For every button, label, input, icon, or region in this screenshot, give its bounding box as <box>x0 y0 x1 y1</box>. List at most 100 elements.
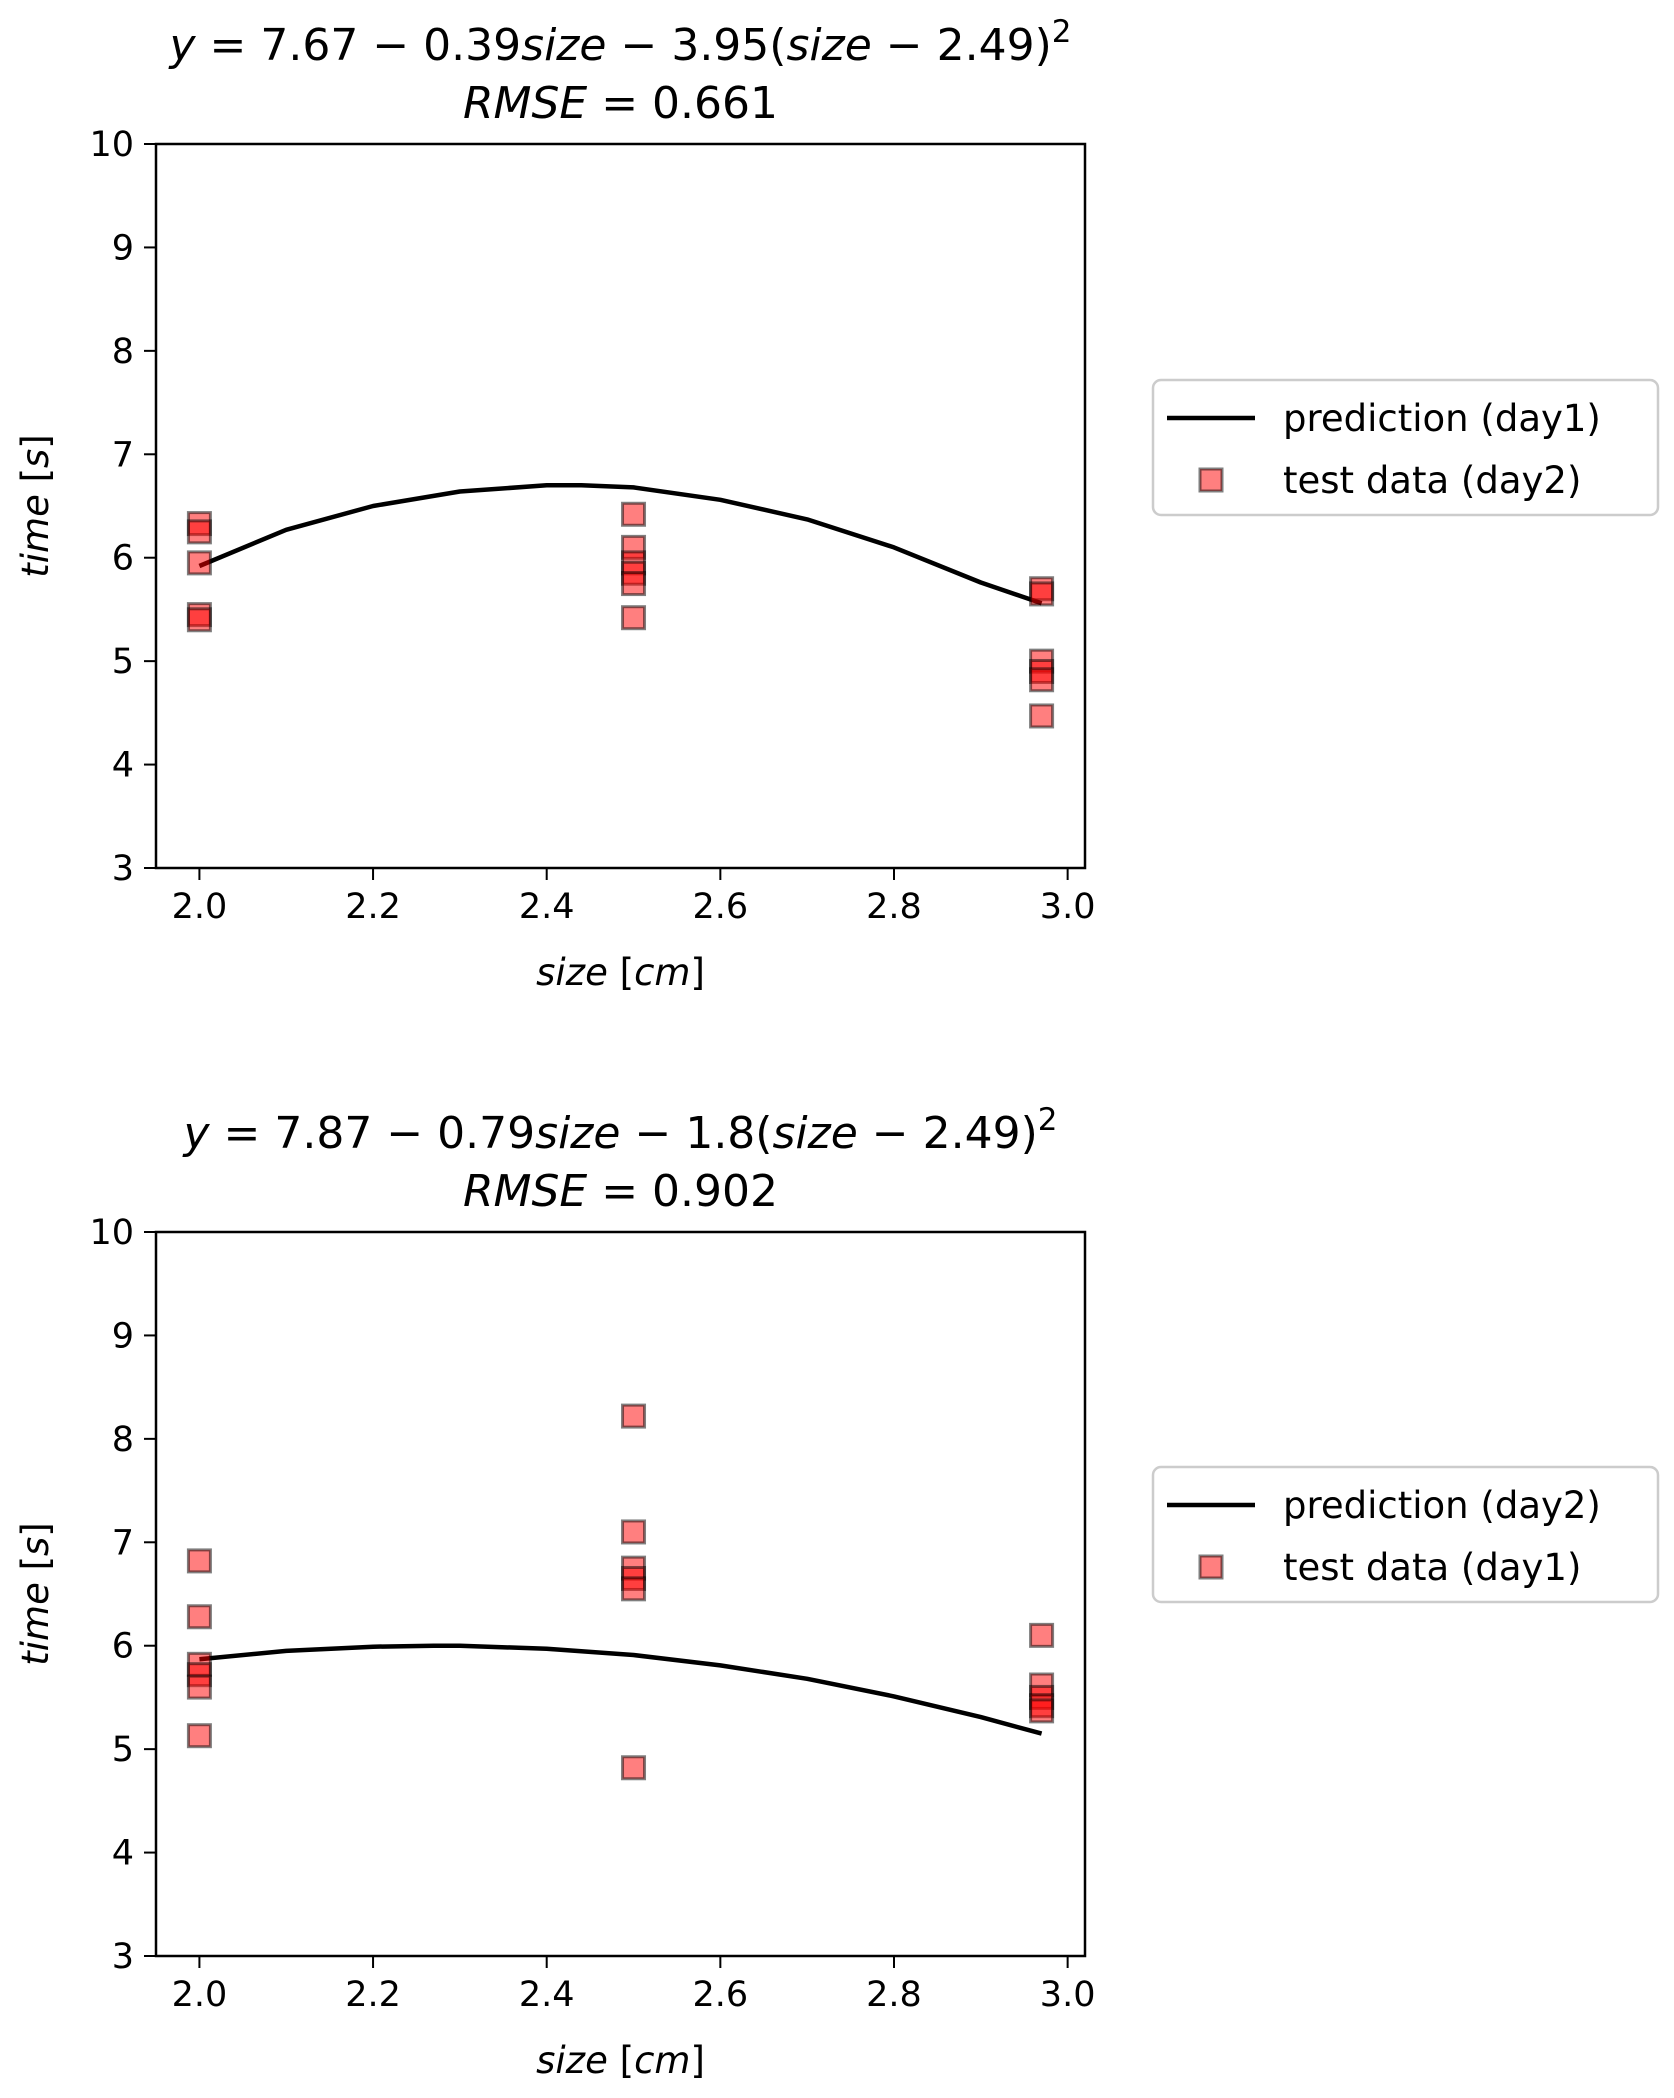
chart_data.0.ylabel_parts-part: time <box>14 494 57 578</box>
y-tick-label: 5 <box>112 1730 134 1770</box>
x-tick-label: 2.2 <box>345 1975 401 2015</box>
x-tick-label: 2.4 <box>519 887 575 927</box>
chart_data.0.subtitle_parts-part: = 0.661 <box>587 78 778 129</box>
prediction-line <box>198 483 1043 606</box>
data-point-square <box>1029 1698 1055 1724</box>
data-point-square <box>621 1519 647 1545</box>
legend-box <box>1151 378 1660 517</box>
chart_data.1.ylabel_parts-part: [ <box>14 1556 57 1582</box>
data-point-square <box>186 519 212 545</box>
chart_data.0.xlabel_parts-part: cm <box>634 951 690 994</box>
x-tick-label: 3.0 <box>1040 1975 1096 2015</box>
data-point-square <box>621 501 647 527</box>
y-tick-label: 7 <box>112 435 134 475</box>
chart-panel-1: y = 7.67 − 0.39size − 3.95(size − 2.49)2… <box>14 14 1660 994</box>
x-tick-label: 2.0 <box>172 1975 228 2015</box>
chart_data.1.ylabel_parts-part: ] <box>14 1522 57 1536</box>
plot-frame <box>154 1230 1087 1958</box>
chart-title: y = 7.67 − 0.39size − 3.95(size − 2.49)2 <box>167 14 1071 71</box>
chart_data.1.xlabel_parts-part: size <box>536 2039 608 2082</box>
x-axis-label: size [cm] <box>536 2039 705 2082</box>
chart-title: y = 7.87 − 0.79size − 1.8(size − 2.49)2 <box>181 1102 1057 1159</box>
y-tick-label: 4 <box>112 746 134 786</box>
data-point-square <box>621 1403 647 1429</box>
data-point-square <box>186 1723 212 1749</box>
legend-box <box>1151 1465 1660 1604</box>
chart_data.0.xlabel_parts-part: [ <box>608 951 634 994</box>
chart_data.1.title_parts-part: = 7.87 − 0.79 <box>210 1108 536 1159</box>
data-point-square <box>186 1674 212 1700</box>
prediction-line <box>199 1643 1043 1736</box>
title-superscript: 2 <box>1038 1102 1058 1138</box>
x-tick-label: 2.8 <box>866 887 922 927</box>
data-point-square <box>621 1576 647 1602</box>
data-point-square <box>1029 667 1055 693</box>
x-tick-label: 2.2 <box>345 887 401 927</box>
legend-label: prediction (day1) <box>1283 397 1601 440</box>
chart_data.0.title_parts-part: = 7.67 − 0.39 <box>196 20 522 71</box>
chart_data.1.xlabel_parts-part: cm <box>634 2039 690 2082</box>
y-tick-label: 5 <box>112 642 134 682</box>
plot-frame <box>154 142 1087 870</box>
data-point-square <box>186 550 212 576</box>
chart_data.1.title_parts-part: size <box>535 1108 620 1159</box>
chart_data.0.title_parts-part: − 2.49) <box>872 20 1052 71</box>
title-superscript: 2 <box>1052 14 1072 50</box>
x-tick-label: 3.0 <box>1040 887 1096 927</box>
chart_data.0.ylabel_parts-part: [ <box>14 468 57 494</box>
chart_data.0.ylabel_parts-part: s <box>14 449 57 468</box>
y-tick-label: 3 <box>112 1937 134 1977</box>
x-tick-label: 2.4 <box>519 1975 575 2015</box>
y-tick-label: 9 <box>112 228 134 268</box>
chart_data.1.title_parts-part: y <box>181 1108 210 1159</box>
chart_data.0.title_parts-part: size <box>786 20 871 71</box>
chart_data.1.xlabel_parts-part: [ <box>608 2039 634 2082</box>
y-tick-label: 6 <box>112 539 134 579</box>
chart_data.0.title_parts-part: size <box>521 20 606 71</box>
data-point-square <box>1029 1622 1055 1648</box>
data-point-square <box>1029 703 1055 729</box>
legend-label: test data (day2) <box>1283 459 1581 502</box>
chart_data.1.title_parts-part: − 1.8( <box>620 1108 772 1159</box>
y-tick-label: 10 <box>89 125 134 165</box>
y-tick-label: 10 <box>89 1213 134 1253</box>
legend-label: test data (day1) <box>1283 1546 1581 1589</box>
y-axis-label: time [s] <box>14 434 57 578</box>
chart_data.0.title_parts-part: y <box>167 20 196 71</box>
y-axis-label: time [s] <box>14 1522 57 1666</box>
chart-panel-2: y = 7.87 − 0.79size − 1.8(size − 2.49)2R… <box>14 1102 1660 2082</box>
y-tick-label: 8 <box>112 332 134 372</box>
legend: prediction (day2) test data (day1) <box>1151 1465 1660 1604</box>
x-tick-label: 2.6 <box>693 1975 749 2015</box>
legend: prediction (day1) test data (day2) <box>1151 378 1660 517</box>
chart-subtitle: RMSE = 0.661 <box>463 78 778 129</box>
data-point-square <box>621 571 647 597</box>
x-axis-label: size [cm] <box>536 951 705 994</box>
data-point-square <box>186 1604 212 1630</box>
chart-subtitle: RMSE = 0.902 <box>463 1166 778 1217</box>
data-point-square <box>621 1755 647 1781</box>
y-tick-label: 6 <box>112 1627 134 1667</box>
x-tick-label: 2.6 <box>693 887 749 927</box>
chart_data.1.ylabel_parts-part: time <box>14 1582 57 1666</box>
data-point-square <box>1029 581 1055 607</box>
y-tick-label: 7 <box>112 1523 134 1563</box>
x-tick-label: 2.8 <box>866 1975 922 2015</box>
chart_data.0.ylabel_parts-part: ] <box>14 434 57 448</box>
y-tick-label: 9 <box>112 1316 134 1356</box>
x-tick-label: 2.0 <box>172 887 228 927</box>
legend-label: prediction (day2) <box>1283 1484 1601 1527</box>
chart_data.1.title_parts-part: size <box>772 1108 857 1159</box>
chart_data.1.xlabel_parts-part: ] <box>690 2039 704 2082</box>
y-tick-label: 3 <box>112 849 134 889</box>
chart_data.1.subtitle_parts-part: = 0.902 <box>587 1166 778 1217</box>
data-point-square <box>186 607 212 633</box>
chart_data.0.xlabel_parts-part: size <box>536 951 608 994</box>
chart_data.1.title_parts-part: − 2.49) <box>858 1108 1038 1159</box>
chart_data.0.xlabel_parts-part: ] <box>690 951 704 994</box>
chart_data.0.title_parts-part: − 3.95( <box>606 20 786 71</box>
data-point-square <box>186 1548 212 1574</box>
legend-square-swatch <box>1198 467 1224 493</box>
chart_data.1.ylabel_parts-part: s <box>14 1537 57 1556</box>
